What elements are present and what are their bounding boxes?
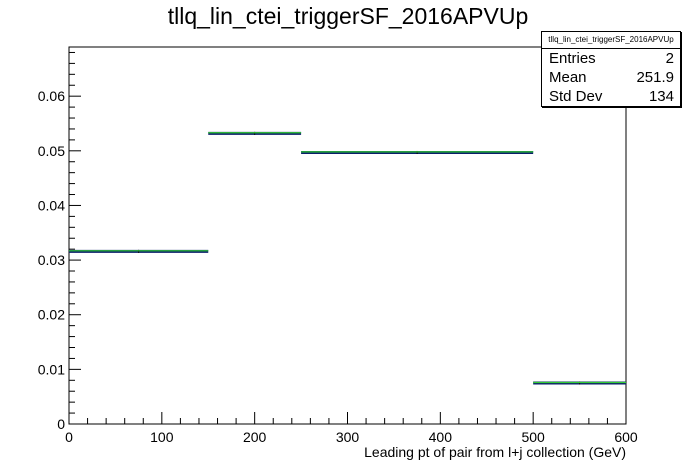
stats-row-mean: Mean 251.9 [542,68,680,87]
stats-value: 2 [665,50,674,67]
stats-box: tllq_lin_ctei_triggerSF_2016APVUp Entrie… [541,31,681,107]
x-tick-label: 400 [429,429,453,445]
stats-label: Entries [549,50,596,67]
x-axis-title: Leading pt of pair from l+j collection (… [364,444,626,460]
y-tick-label: 0.03 [38,252,65,268]
x-tick-label: 200 [243,429,267,445]
stats-row-entries: Entries 2 [542,49,680,68]
stats-label: Std Dev [549,88,603,105]
x-tick-label: 600 [614,429,638,445]
chart-title: tllq_lin_ctei_triggerSF_2016APVUp [167,3,529,29]
x-tick-label: 300 [336,429,360,445]
x-tick-label: 500 [521,429,545,445]
x-tick-label: 0 [65,429,73,445]
y-tick-label: 0.05 [38,143,65,159]
y-tick-label: 0.02 [38,307,65,323]
stats-box-title: tllq_lin_ctei_triggerSF_2016APVUp [542,32,680,49]
y-tick-label: 0.06 [38,88,65,104]
y-tick-label: 0 [57,416,65,432]
y-tick-label: 0.01 [38,361,65,377]
y-tick-label: 0.04 [38,197,65,213]
stats-label: Mean [549,69,587,86]
stats-value: 134 [648,88,674,105]
stats-value: 251.9 [636,69,674,86]
stats-row-stddev: Std Dev 134 [542,87,680,106]
x-tick-label: 100 [150,429,174,445]
